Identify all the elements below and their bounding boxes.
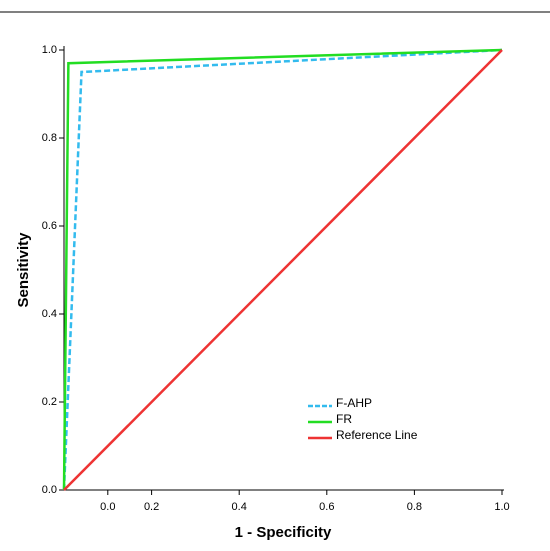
legend-label: Reference Line [336, 428, 418, 442]
y-tick-label: 0.2 [42, 396, 57, 408]
roc-line [62, 48, 503, 491]
y-tick-label: 0.6 [42, 220, 57, 232]
x-tick-label: 0.6 [319, 501, 334, 513]
y-tick-label: 1.0 [42, 44, 57, 56]
x-tick-label: 0.4 [232, 501, 247, 513]
x-tick-label: 1.0 [494, 501, 509, 513]
roc-line [63, 49, 503, 491]
y-tick-label: 0.8 [42, 132, 57, 144]
x-tick-label: 0.0 [100, 501, 115, 513]
legend-label: F-AHP [336, 396, 372, 410]
roc-line [62, 48, 503, 491]
legend-label: FR [336, 412, 352, 426]
y-axis-title: Sensitivity [15, 232, 32, 308]
x-tick-label: 0.8 [407, 501, 422, 513]
x-axis-title: 1 - Specificity [235, 524, 332, 541]
x-tick-label: 0.2 [144, 501, 159, 513]
y-tick-label: 0.0 [42, 484, 57, 496]
y-tick-label: 0.4 [42, 308, 57, 320]
